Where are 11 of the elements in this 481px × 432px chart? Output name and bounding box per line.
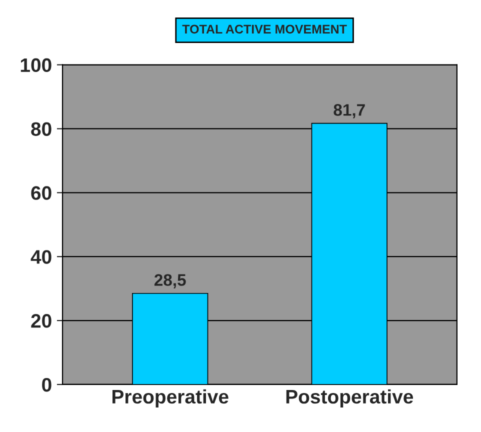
x-tick-label: Preoperative xyxy=(112,389,228,408)
y-tick-label: 80 xyxy=(31,122,52,136)
data-label: 81,7 xyxy=(334,104,365,118)
y-tick-label: 100 xyxy=(20,58,52,72)
data-label: 28,5 xyxy=(154,274,186,288)
y-tick-label: 60 xyxy=(31,186,52,200)
x-tick-label: Postoperative xyxy=(286,389,414,408)
y-tick-label: 20 xyxy=(31,314,52,328)
y-tick-label: 0 xyxy=(42,378,52,392)
chart-title: TOTAL ACTIVE MOVEMENT xyxy=(182,24,347,34)
y-tick-label: 40 xyxy=(30,250,52,264)
